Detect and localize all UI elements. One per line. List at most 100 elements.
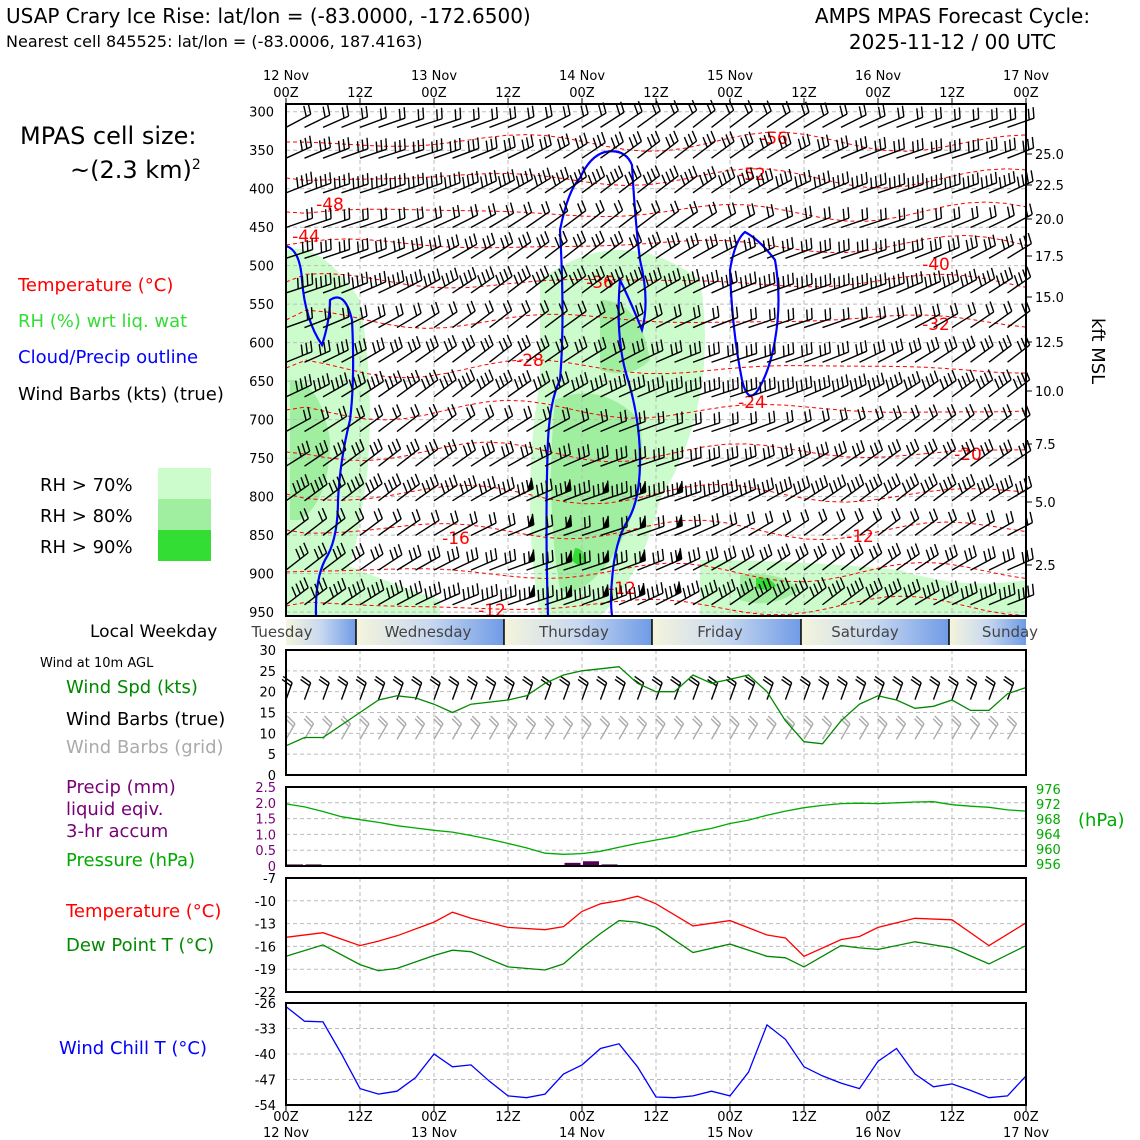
cs-wind-barb	[859, 473, 883, 502]
barb-feather	[891, 476, 897, 488]
barb-feather	[702, 136, 708, 148]
barb-feather	[1003, 586, 1007, 598]
barb-feather	[748, 480, 752, 492]
barb-staff	[433, 484, 458, 502]
cs-wind-barb	[563, 132, 588, 159]
barb-feather	[567, 103, 571, 116]
barb-feather	[525, 334, 531, 346]
barb-feather	[527, 107, 530, 119]
bottom-day-label: 15 Nov	[707, 1126, 753, 1140]
barb-feather	[617, 165, 624, 177]
barb-feather	[304, 376, 308, 388]
surface-wind-barb-grid	[488, 715, 500, 740]
barb-feather	[646, 171, 653, 183]
barb-feather	[486, 675, 497, 684]
barb-feather	[762, 678, 773, 687]
barb-feather	[430, 304, 436, 316]
barb-feather	[782, 379, 785, 391]
cs-wind-barb	[526, 231, 550, 259]
barb-feather	[405, 587, 410, 599]
barb-feather	[484, 337, 490, 349]
barb-feather	[865, 586, 871, 598]
barb-staff	[581, 175, 605, 194]
cs-wind-barb	[822, 407, 848, 433]
barb-staff	[1007, 558, 1034, 571]
barb-feather	[965, 441, 971, 453]
barb-feather	[990, 173, 993, 185]
barb-feather	[680, 174, 686, 186]
barb-feather	[909, 511, 916, 522]
barb-staff	[970, 520, 995, 537]
surface-wind-barb-true	[855, 675, 867, 700]
cs-wind-barb	[304, 172, 332, 194]
barb-feather	[689, 483, 693, 495]
barb-feather	[482, 238, 487, 249]
cs-wind-barb	[729, 235, 757, 259]
barb-feather	[599, 165, 606, 177]
cs-wind-barb	[970, 369, 994, 398]
cs-wind-barb	[285, 374, 313, 398]
cs-wind-barb	[914, 173, 943, 194]
barb-feather	[470, 718, 479, 728]
wind-panel-ytick-label: 30	[259, 644, 276, 659]
barb-feather	[456, 204, 461, 216]
barb-feather	[882, 339, 886, 351]
barb-feather	[596, 678, 606, 687]
cs-wind-barb	[914, 508, 939, 537]
barb-feather	[328, 586, 335, 598]
barb-feather	[472, 139, 475, 151]
cs-wind-barb	[766, 132, 792, 159]
barb-feather	[540, 338, 546, 349]
barb-feather	[493, 512, 497, 524]
cs-wind-barb	[304, 207, 332, 229]
cs-wind-barb	[618, 582, 646, 606]
barb-feather	[521, 268, 527, 280]
barb-feather	[609, 380, 613, 392]
barb-feather	[856, 675, 867, 684]
barb-feather	[471, 266, 477, 278]
cs-wind-barb	[970, 234, 997, 259]
barb-feather	[562, 265, 568, 276]
cs-wind-barb	[600, 445, 628, 467]
barb-feather	[833, 446, 839, 457]
barb-feather	[356, 141, 360, 153]
barb-feather	[475, 170, 479, 182]
cs-wind-barb	[951, 268, 978, 294]
barb-feather	[384, 378, 390, 390]
barb-feather	[947, 372, 953, 384]
barb-staff	[433, 448, 457, 467]
barb-feather	[807, 169, 812, 181]
cs-wind-barb	[729, 100, 753, 128]
barb-feather	[347, 137, 350, 149]
barb-feather	[679, 340, 683, 352]
barb-feather	[378, 404, 384, 416]
barb-feather	[485, 140, 489, 152]
barb-feather	[764, 513, 770, 525]
barb-feather	[619, 715, 629, 725]
barb-feather	[1011, 204, 1015, 216]
barb-feather	[1003, 174, 1007, 187]
surface-wind-barb-true	[318, 675, 330, 700]
barb-feather	[620, 585, 623, 597]
barb-feather	[874, 275, 878, 287]
cs-wind-barb	[988, 439, 1013, 467]
barb-feather	[343, 240, 346, 252]
barb-feather	[581, 200, 587, 211]
barb-feather	[685, 238, 691, 250]
barb-feather	[716, 305, 720, 317]
windchill-line	[285, 1006, 1027, 1099]
barb-feather	[681, 411, 684, 423]
barb-feather	[929, 546, 935, 558]
barb-feather	[754, 586, 760, 598]
cs-wind-barb	[914, 303, 941, 329]
barb-feather	[454, 510, 459, 522]
barb-feather	[365, 482, 371, 494]
cs-wind-barb	[322, 577, 347, 606]
barb-feather	[410, 441, 416, 453]
barb-feather	[481, 272, 487, 283]
pressure-tick-label: 450	[249, 221, 274, 236]
barb-feather	[924, 276, 928, 288]
barb-feather	[411, 240, 415, 252]
barb-feather	[446, 550, 451, 563]
barb-flag	[527, 513, 534, 528]
